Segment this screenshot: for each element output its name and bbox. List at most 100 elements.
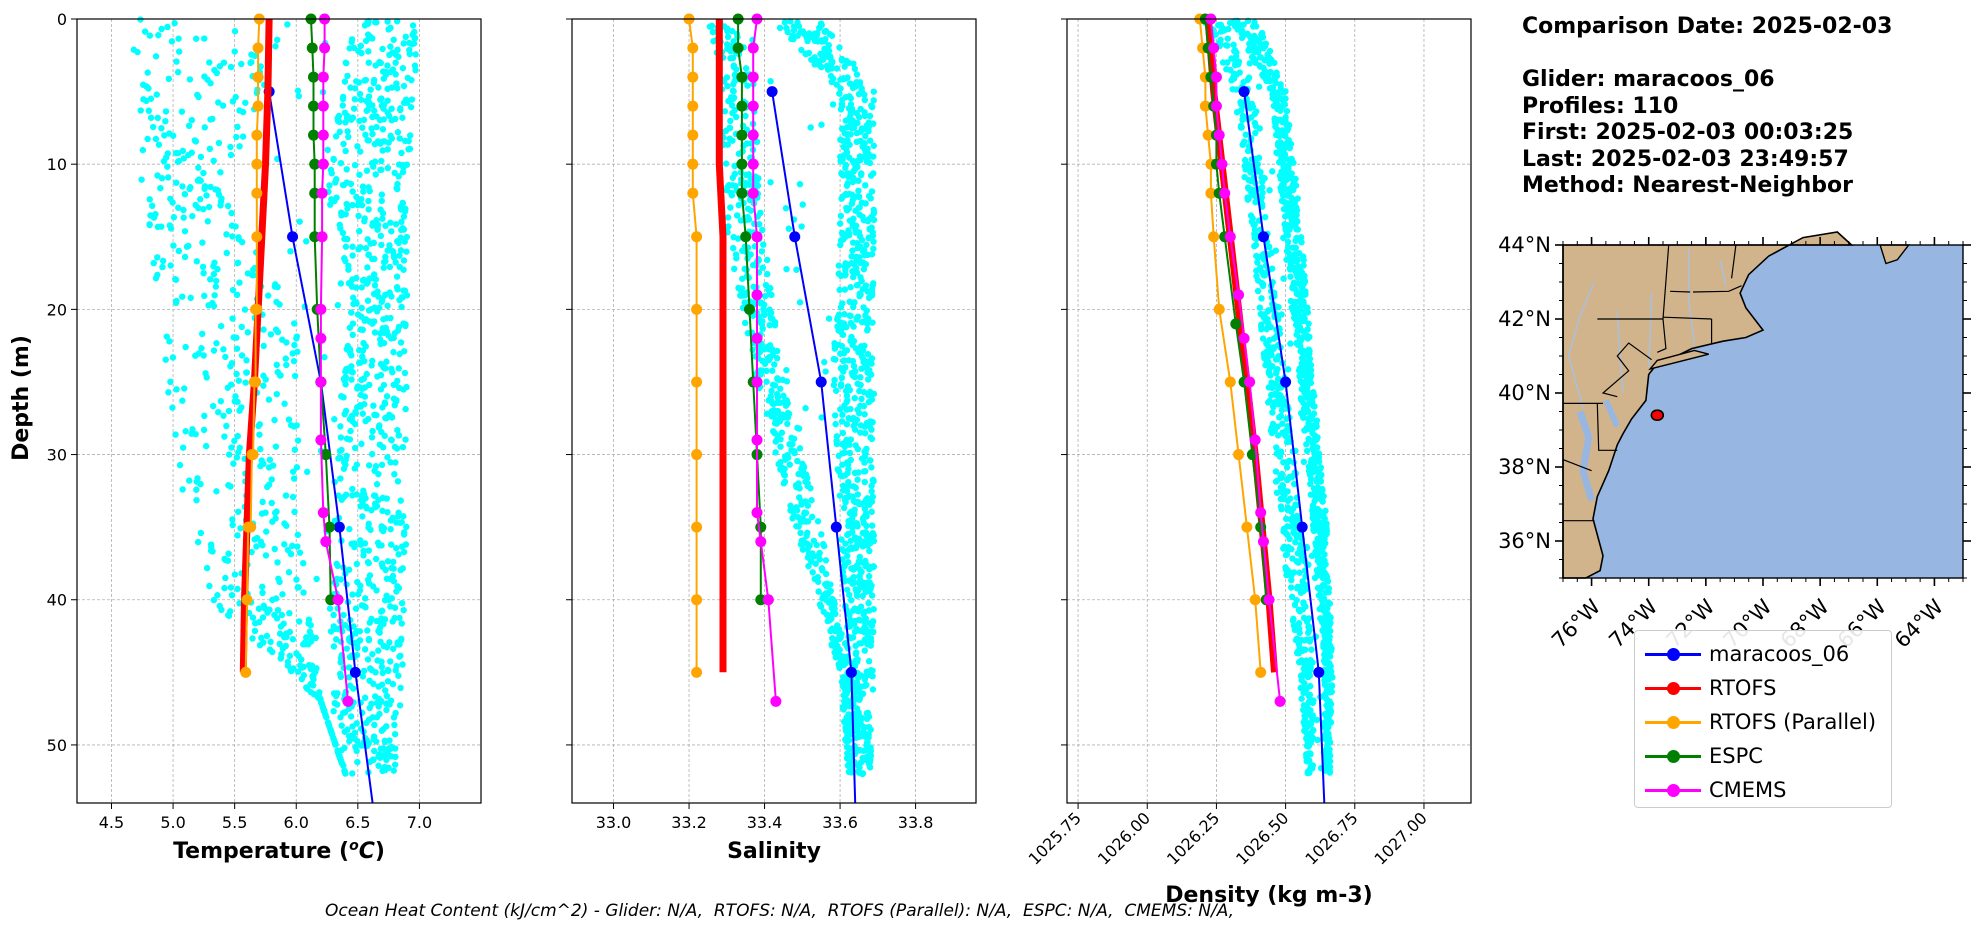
glider-point — [333, 560, 340, 568]
glider-point — [293, 422, 300, 429]
glider-point — [238, 60, 245, 68]
glider-point — [777, 459, 784, 466]
series-marker — [736, 71, 748, 83]
glider-point — [209, 115, 216, 123]
glider-point — [1302, 603, 1309, 610]
glider-point — [811, 61, 818, 68]
glider-point — [1303, 309, 1310, 316]
glider-point — [376, 441, 384, 448]
legend-item: RTOFS — [1641, 671, 1891, 705]
glider-point — [814, 518, 822, 525]
glider-point — [847, 544, 855, 551]
glider-point — [1278, 400, 1285, 408]
glider-point — [197, 529, 205, 537]
glider-point — [174, 68, 182, 76]
glider-point — [354, 383, 362, 390]
glider-point — [837, 381, 845, 388]
glider-point — [1312, 549, 1319, 556]
x-tick-label: 1026.50 — [1232, 808, 1292, 868]
series-marker — [687, 42, 699, 54]
glider-point — [210, 596, 218, 604]
glider-point — [820, 542, 828, 550]
glider-point — [1291, 530, 1298, 537]
glider-point — [232, 393, 239, 400]
glider-point — [227, 363, 234, 370]
glider-point — [1293, 290, 1301, 298]
river — [1687, 248, 1696, 345]
glider-point — [181, 228, 189, 235]
glider-point — [391, 443, 399, 451]
glider-point — [356, 628, 364, 635]
glider-point — [231, 437, 238, 445]
glider-point — [735, 150, 743, 157]
glider-point — [1270, 403, 1277, 410]
glider-point — [343, 452, 350, 460]
glider-point — [357, 244, 364, 251]
lon-tick-label: 76°W — [1547, 594, 1605, 652]
glider-point — [742, 65, 750, 72]
glider-point — [868, 488, 875, 495]
glider-point — [866, 112, 874, 120]
glider-point — [396, 702, 404, 709]
glider-point — [200, 426, 208, 434]
glider-point — [856, 387, 863, 395]
glider-point — [383, 575, 391, 582]
glider-point — [182, 343, 189, 351]
glider-point — [835, 452, 842, 460]
glider-point — [831, 649, 838, 656]
glider-point — [852, 160, 860, 168]
glider-point — [1266, 243, 1273, 251]
glider-point — [349, 243, 356, 250]
glider-point — [379, 215, 386, 222]
glider-point — [1328, 682, 1336, 690]
glider-point — [768, 387, 775, 395]
glider-point — [1312, 540, 1319, 547]
depth-axis-label: Depth (m) — [9, 335, 34, 461]
glider-point — [857, 603, 865, 610]
glider-point — [289, 493, 297, 501]
glider-point — [399, 224, 406, 232]
glider-point — [346, 436, 354, 443]
glider-point — [225, 482, 232, 489]
glider-point — [398, 519, 405, 526]
glider-point — [330, 707, 337, 715]
glider-point — [858, 170, 865, 177]
glider-point — [149, 123, 157, 131]
glider-point — [1288, 213, 1295, 221]
glider-point — [375, 470, 382, 478]
glider-point — [248, 51, 255, 58]
glider-point — [836, 90, 843, 97]
glider-point — [409, 22, 417, 29]
lat-tick-label: 44°N — [1498, 233, 1551, 257]
glider-point — [242, 379, 249, 386]
glider-point — [396, 135, 403, 142]
glider-point — [200, 205, 207, 213]
glider-point — [201, 292, 208, 300]
glider-point — [862, 361, 869, 369]
glider-point — [195, 164, 202, 171]
glider-point — [857, 759, 865, 766]
series-marker — [1313, 666, 1325, 678]
glider-point — [229, 286, 237, 294]
glider-point — [140, 96, 147, 103]
x-tick-label: 1026.00 — [1094, 808, 1154, 868]
glider-point — [390, 558, 397, 566]
glider-point — [1321, 551, 1328, 558]
series-marker — [1280, 376, 1292, 388]
glider-point — [1231, 23, 1239, 30]
glider-point — [303, 238, 310, 245]
glider-point — [822, 35, 829, 43]
last-time: Last: 2025-02-03 23:49:57 — [1522, 146, 1849, 172]
glider-point — [381, 738, 389, 746]
glider-point — [813, 541, 820, 549]
glider-point — [400, 386, 407, 393]
glider-point — [238, 352, 246, 359]
glider-point — [197, 480, 204, 488]
glider-point — [395, 365, 402, 372]
glider-point — [179, 293, 186, 300]
series-marker — [1224, 376, 1236, 388]
axes-frame — [1066, 18, 1472, 804]
series-marker — [317, 100, 329, 112]
glider-point — [1282, 433, 1290, 440]
glider-point — [1309, 440, 1317, 447]
